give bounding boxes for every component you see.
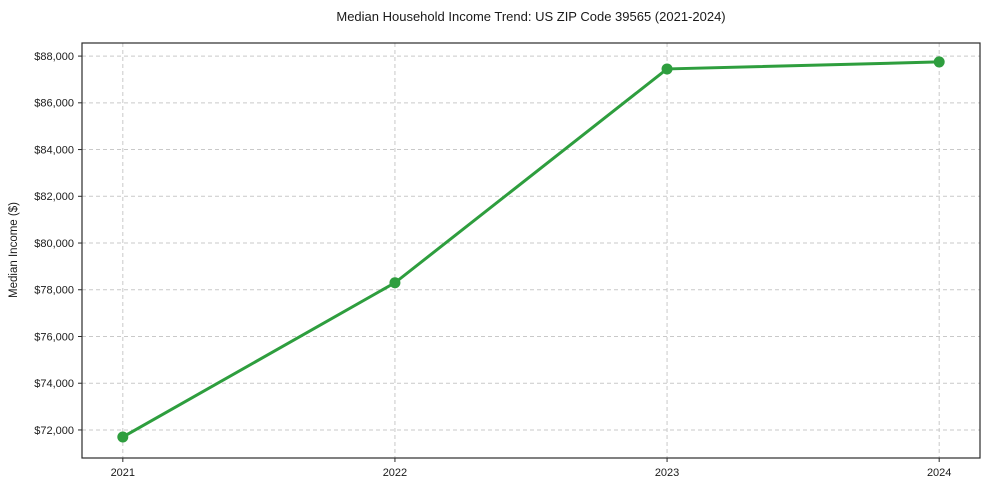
y-tick-label: $80,000 bbox=[34, 238, 74, 250]
y-tick-label: $84,000 bbox=[34, 144, 74, 156]
x-tick-label: 2024 bbox=[927, 467, 951, 479]
y-tick-label: $74,000 bbox=[34, 378, 74, 390]
data-point-marker bbox=[933, 56, 945, 68]
y-tick-label: $86,000 bbox=[34, 98, 74, 110]
y-tick-label: $82,000 bbox=[34, 191, 74, 203]
x-tick-label: 2022 bbox=[383, 467, 407, 479]
x-tick-label: 2021 bbox=[111, 467, 135, 479]
data-point-marker bbox=[389, 277, 401, 289]
y-tick-label: $88,000 bbox=[34, 51, 74, 63]
x-tick-label: 2023 bbox=[655, 467, 679, 479]
y-tick-label: $78,000 bbox=[34, 285, 74, 297]
chart-title: Median Household Income Trend: US ZIP Co… bbox=[336, 9, 726, 24]
data-point-marker bbox=[117, 431, 129, 443]
y-tick-label: $72,000 bbox=[34, 425, 74, 437]
y-tick-label: $76,000 bbox=[34, 331, 74, 343]
plot-border bbox=[81, 42, 981, 459]
trend-line bbox=[121, 60, 941, 439]
data-point-marker bbox=[661, 63, 673, 75]
